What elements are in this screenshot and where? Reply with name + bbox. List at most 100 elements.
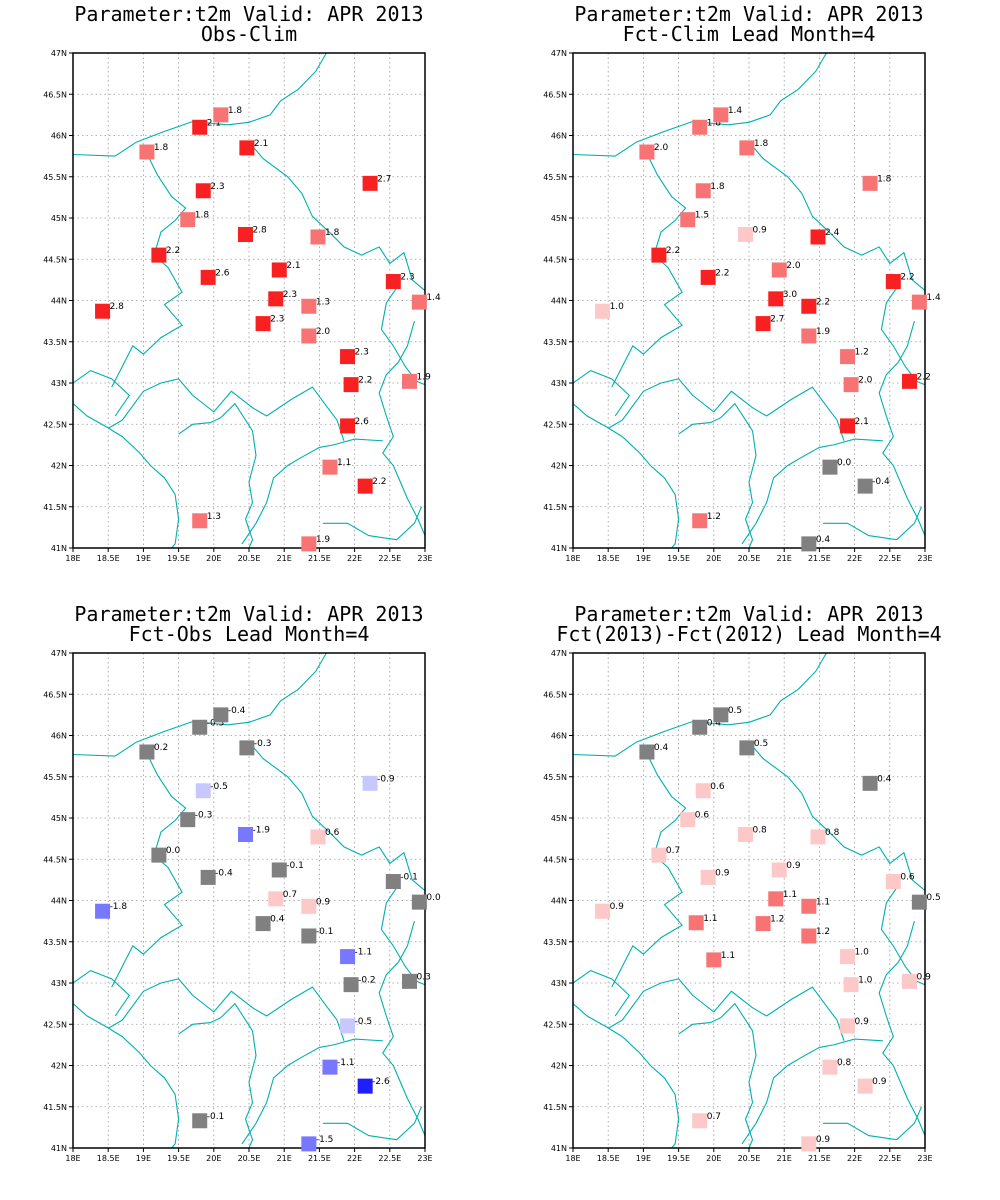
- country-boundary: [572, 652, 827, 757]
- station-marker: [857, 1078, 873, 1094]
- station-value-label: -0.5: [210, 782, 228, 792]
- lat-tick-label: 43.5N: [543, 938, 567, 947]
- station-marker: [768, 291, 784, 307]
- station-marker: [902, 973, 918, 989]
- station-value-label: 0.6: [695, 811, 710, 821]
- lon-tick-label: 22E: [847, 1154, 862, 1163]
- lat-tick-label: 43N: [51, 379, 67, 388]
- station-value-label: 2.0: [654, 143, 669, 153]
- station-marker: [810, 229, 826, 245]
- station-marker: [192, 719, 208, 735]
- station-marker: [713, 707, 729, 723]
- station-value-label: 2.2: [917, 372, 931, 382]
- station-marker: [239, 740, 255, 756]
- station-marker: [340, 949, 356, 965]
- station-value-label: 0.9: [855, 1017, 870, 1027]
- lon-tick-label: 23E: [417, 554, 432, 563]
- station-marker: [639, 144, 655, 160]
- station-value-label: 1.8: [754, 139, 769, 149]
- station-value-label: 1.9: [316, 535, 331, 545]
- station-value-label: 0.0: [166, 846, 181, 856]
- station-value-label: 0.6: [900, 873, 915, 883]
- station-value-label: 1.1: [337, 458, 351, 468]
- station-value-label: 1.0: [858, 976, 873, 986]
- lat-tick-label: 46N: [51, 732, 67, 741]
- station-value-label: 1.2: [816, 927, 830, 937]
- station-marker: [755, 916, 771, 932]
- station-marker: [695, 783, 711, 799]
- station-value-label: 0.5: [728, 706, 742, 716]
- station-marker: [268, 291, 284, 307]
- country-boundary: [111, 753, 187, 988]
- lon-tick-label: 22.5E: [878, 1154, 901, 1163]
- lat-tick-label: 41N: [51, 1144, 67, 1153]
- station-value-label: 0.8: [752, 826, 767, 836]
- lat-tick-label: 44.5N: [543, 255, 567, 264]
- station-value-label: 2.6: [215, 268, 230, 278]
- station-value-label: 1.4: [926, 293, 941, 303]
- station-marker: [151, 847, 167, 863]
- station-value-label: 2.3: [355, 348, 369, 358]
- lat-tick-label: 43.5N: [543, 338, 567, 347]
- station-value-label: 2.2: [166, 246, 180, 256]
- lon-tick-label: 21.5E: [308, 1154, 331, 1163]
- lon-tick-label: 19.5E: [667, 554, 690, 563]
- station-marker: [200, 269, 216, 285]
- country-boundary: [241, 1038, 383, 1145]
- country-boundary: [678, 1002, 757, 1149]
- station-value-label: -0.5: [355, 1017, 373, 1027]
- lon-tick-label: 19E: [136, 1154, 151, 1163]
- station-marker: [340, 418, 356, 434]
- lat-tick-label: 45.5N: [543, 773, 567, 782]
- country-boundary: [611, 753, 687, 988]
- station-value-label: 1.4: [728, 106, 743, 116]
- lon-tick-label: 18.5E: [597, 554, 620, 563]
- station-marker: [902, 373, 918, 389]
- country-boundary: [248, 141, 426, 292]
- station-value-label: 0.9: [816, 1135, 831, 1145]
- country-boundary: [572, 969, 631, 1017]
- station-value-label: -0.1: [207, 1112, 225, 1122]
- station-value-label: 0.6: [325, 828, 340, 838]
- station-value-label: 1.8: [707, 118, 722, 128]
- station-value-label: 0.9: [610, 902, 625, 912]
- station-marker: [411, 894, 427, 910]
- station-marker: [180, 212, 196, 228]
- country-boundary: [678, 402, 757, 549]
- station-marker: [692, 119, 708, 135]
- station-marker: [768, 891, 784, 907]
- station-value-label: 0.4: [707, 718, 722, 728]
- country-boundary: [748, 141, 926, 292]
- station-value-label: 1.0: [610, 302, 625, 312]
- lon-tick-label: 23E: [917, 1154, 932, 1163]
- station-value-label: -0.3: [207, 718, 225, 728]
- country-boundary: [572, 1003, 680, 1149]
- station-marker: [595, 303, 611, 319]
- station-value-label: -0.1: [400, 873, 418, 883]
- station-value-label: -0.4: [872, 477, 890, 487]
- station-value-label: -0.3: [254, 739, 272, 749]
- map-canvas: Parameter:t2m Valid: APR 2013Fct(2013)-F…: [543, 602, 941, 1163]
- lon-tick-label: 20E: [206, 1154, 221, 1163]
- station-value-label: 0.9: [786, 861, 801, 871]
- lat-tick-label: 41N: [551, 544, 567, 553]
- station-value-label: 2.2: [358, 376, 372, 386]
- station-marker: [195, 183, 211, 199]
- lon-tick-label: 21.5E: [808, 1154, 831, 1163]
- station-marker: [700, 869, 716, 885]
- station-value-label: 0.9: [316, 897, 331, 907]
- station-marker: [639, 744, 655, 760]
- station-marker: [692, 513, 708, 529]
- station-value-label: 0.0: [837, 458, 852, 468]
- station-value-label: -0.3: [195, 811, 213, 821]
- country-boundary: [248, 741, 426, 892]
- station-value-label: 1.8: [877, 174, 892, 184]
- station-marker: [255, 316, 271, 332]
- country-boundary: [748, 741, 926, 892]
- panel-subtitle: Fct(2013)-Fct(2012) Lead Month=4: [556, 622, 941, 646]
- country-boundary: [72, 403, 180, 549]
- station-value-label: -1.9: [252, 826, 270, 836]
- lat-tick-label: 44.5N: [43, 855, 67, 864]
- station-marker: [843, 377, 859, 393]
